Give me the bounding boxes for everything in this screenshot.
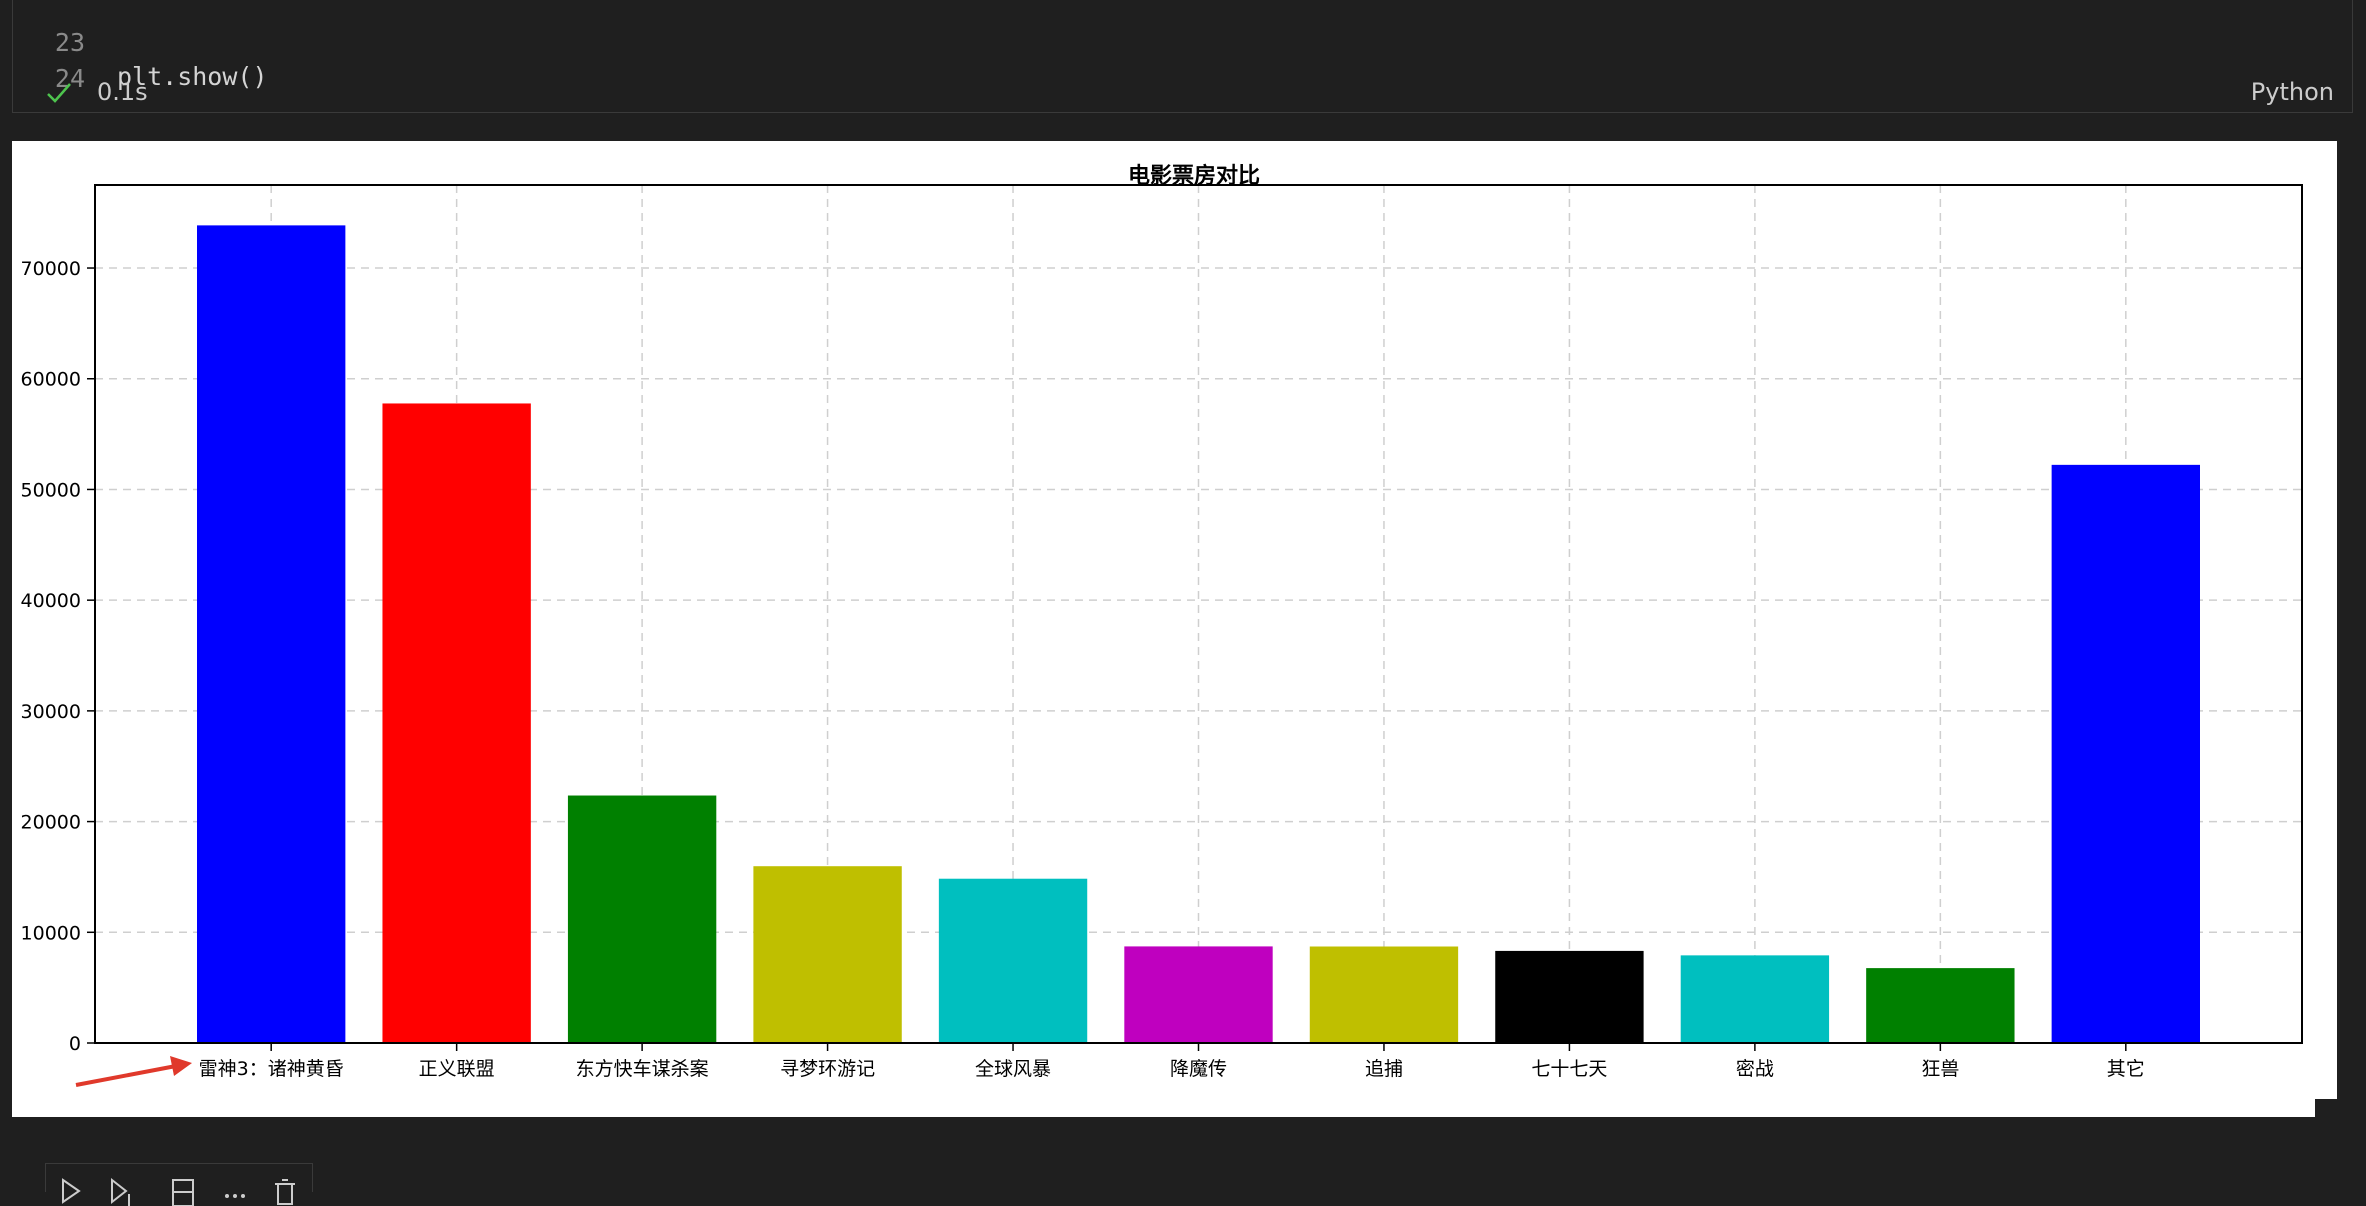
bar: [197, 225, 346, 1043]
split-cell-icon[interactable]: [168, 1176, 198, 1206]
y-tick-label: 30000: [21, 701, 81, 723]
x-tick-label: 降魔传: [1170, 1058, 1227, 1080]
bar-chart: 0 10000 20000 30000 40000 50000 60000 70000 雷神3…: [12, 141, 2315, 1117]
y-tick-label: 20000: [21, 812, 81, 834]
bar: [753, 866, 902, 1043]
run-icon[interactable]: [56, 1176, 86, 1206]
x-tick-label: 正义联盟: [419, 1058, 495, 1080]
y-tick-label: 0: [69, 1033, 81, 1055]
bar: [938, 878, 1088, 1043]
line-number: 24: [54, 64, 85, 93]
y-tick-label: 70000: [21, 258, 81, 280]
y-axis: 0 10000 20000 30000 40000 50000 60000 70000: [21, 258, 95, 1055]
y-tick-label: 60000: [21, 369, 81, 391]
language-label[interactable]: Python: [2250, 78, 2334, 106]
bar: [382, 403, 531, 1044]
x-tick-label: 其它: [2107, 1058, 2145, 1080]
y-tick-label: 10000: [21, 922, 81, 944]
run-below-icon[interactable]: [106, 1176, 136, 1206]
chart-title: 电影票房对比: [1128, 163, 1260, 189]
more-icon[interactable]: [220, 1176, 250, 1206]
x-tick-label: 东方快车谋杀案: [576, 1058, 709, 1080]
check-icon: [47, 83, 71, 103]
x-tick-label: 全球风暴: [975, 1058, 1051, 1080]
line-number: 23: [54, 28, 85, 57]
y-tick-label: 50000: [21, 479, 81, 501]
code-cell[interactable]: 23 plt.show() 24 0.1s Python: [12, 0, 2353, 113]
code-line: 23 plt.show(): [13, 0, 268, 91]
code-text[interactable]: plt.show(): [117, 62, 268, 91]
bar: [1309, 946, 1459, 1043]
code-line: 24: [13, 28, 85, 93]
x-axis: 雷神3：诸神黄昏 正义联盟 东方快车谋杀案 寻梦环游记 全球风暴 降魔传 追捕 七十七天 密战 狂…: [199, 1043, 2145, 1080]
bar: [1495, 950, 1644, 1043]
bar: [2051, 464, 2200, 1043]
cell-status-bar: 0.1s Python: [13, 74, 2352, 112]
output-margin: [2315, 141, 2337, 1099]
delete-icon[interactable]: [270, 1176, 300, 1206]
cell-toolbar: [45, 1163, 313, 1206]
x-tick-label: 雷神3：诸神黄昏: [199, 1058, 344, 1080]
bar: [567, 795, 717, 1043]
bar: [1124, 946, 1273, 1043]
bar: [1866, 968, 2015, 1043]
cell-output: 0 10000 20000 30000 40000 50000 60000 70000 雷神3…: [12, 141, 2315, 1117]
x-tick-label: 追捕: [1365, 1058, 1403, 1080]
x-tick-label: 密战: [1736, 1058, 1774, 1080]
x-tick-label: 寻梦环游记: [780, 1058, 875, 1080]
bar: [1680, 955, 1830, 1043]
x-tick-label: 狂兽: [1921, 1058, 1959, 1080]
x-tick-label: 七十七天: [1531, 1058, 1607, 1080]
annotation-arrow: [75, 1056, 192, 1087]
y-tick-label: 40000: [21, 590, 81, 612]
execution-time: 0.1s: [97, 78, 148, 106]
bars-layer: [197, 225, 2200, 1044]
